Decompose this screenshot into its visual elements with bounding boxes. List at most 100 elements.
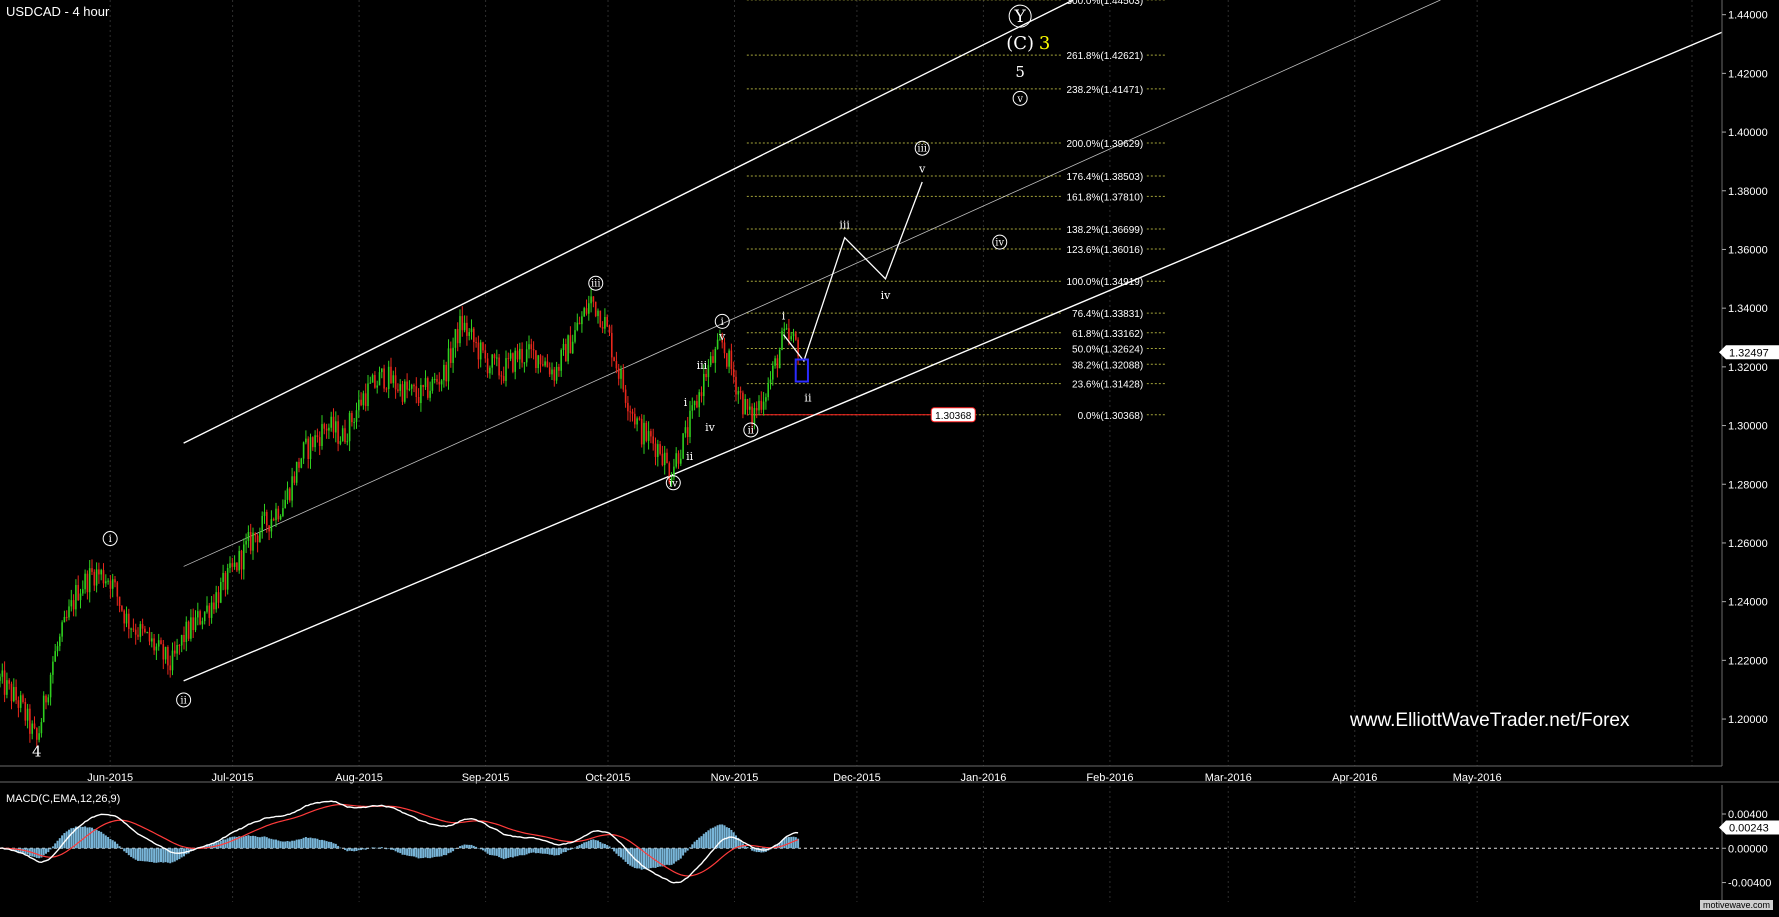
candle-body: [415, 386, 418, 397]
fib-label: 176.4%(1.38503): [1066, 172, 1143, 183]
fib-label-bg: [1061, 82, 1146, 95]
candle-body: [197, 611, 199, 618]
wave-label: iv: [881, 289, 892, 302]
wave-label-circle: [1008, 4, 1032, 28]
candle-body: [305, 438, 307, 443]
wave-label: 4: [32, 743, 42, 761]
candle-body: [475, 342, 477, 344]
candle-body: [47, 697, 50, 703]
candle-body: [525, 349, 528, 363]
candle-body: [362, 393, 365, 406]
candle-body: [316, 435, 319, 438]
candle-body: [236, 562, 238, 571]
candle-body: [240, 550, 243, 570]
channel-line: [183, 0, 1074, 444]
candle-body: [484, 350, 487, 359]
candle-body: [300, 458, 303, 468]
candle-body: [493, 354, 496, 359]
candle-body: [468, 332, 470, 336]
candle-body: [233, 562, 236, 567]
candle-body: [56, 646, 59, 652]
candle-body: [532, 349, 535, 351]
candle-body: [657, 444, 659, 457]
wave-label-circle: [1012, 90, 1028, 106]
candle-body: [491, 354, 493, 368]
candle-body: [788, 328, 790, 340]
candle-body: [344, 428, 346, 443]
wave-label-circle: [588, 275, 604, 291]
candle-body: [213, 602, 215, 610]
candle-body: [719, 339, 721, 341]
candle-body: [417, 396, 420, 404]
wave-label-circle: [743, 422, 759, 438]
y-tick-label: 1.28000: [1728, 479, 1768, 491]
x-tick-label: Apr-2016: [1332, 772, 1377, 784]
wave-label-circle: [176, 692, 192, 708]
candle-body: [698, 392, 700, 408]
candle-body: [84, 573, 86, 590]
wave-label: i: [721, 317, 724, 328]
candle-body: [169, 665, 171, 671]
candle-body: [45, 695, 47, 703]
candle-body: [107, 580, 109, 582]
macd-panel: 0.00400 0.00000 -0.00400 0.00243: [0, 800, 1779, 890]
candle-body: [328, 427, 330, 431]
candle-body: [24, 701, 27, 721]
candle-body: [447, 348, 450, 382]
candle-body: [728, 350, 730, 367]
candle-body: [312, 437, 314, 448]
candle-body: [408, 388, 411, 390]
wave-label: 5: [1015, 63, 1025, 81]
candle-body: [40, 722, 43, 734]
candle-body: [341, 428, 344, 442]
price-candles: [0, 288, 799, 747]
candle-body: [289, 488, 291, 501]
fib-label: 61.8%(1.33162): [1072, 329, 1143, 340]
last-price-marker: [1719, 345, 1779, 360]
fib-label-bg: [1061, 326, 1146, 339]
candle-body: [374, 375, 376, 388]
candle-body: [348, 413, 351, 442]
candle-body: [358, 399, 360, 411]
candle-body: [443, 364, 445, 381]
channel-line: [183, 0, 1441, 567]
candle-body: [762, 401, 765, 410]
macd-line: [0, 800, 799, 884]
candle-body: [730, 350, 733, 370]
wave-label: ii: [686, 450, 694, 463]
wave-label: i: [782, 309, 786, 322]
candle-body: [502, 376, 505, 381]
x-tick-label: Oct-2015: [585, 772, 630, 784]
candle-body: [245, 540, 247, 545]
candle-body: [314, 435, 316, 448]
candle-body: [371, 375, 374, 383]
candle-body: [49, 674, 52, 698]
x-tick-label: Jan-2016: [960, 772, 1006, 784]
candle-body: [680, 458, 682, 464]
candle-body: [666, 452, 668, 464]
candle-body: [721, 339, 723, 343]
candle-body: [519, 348, 521, 360]
wave-label: v: [1016, 94, 1023, 105]
candle-body: [42, 695, 45, 723]
candle-body: [647, 431, 650, 441]
candle-body: [261, 515, 263, 533]
candle-body: [551, 369, 553, 375]
candle-body: [500, 375, 503, 377]
candle-body: [226, 568, 229, 590]
candle-body: [174, 650, 176, 654]
candle-body: [581, 316, 583, 325]
candle-body: [507, 358, 510, 360]
wave-label: Y: [1014, 7, 1027, 27]
candle-body: [496, 357, 498, 359]
candle-body: [410, 384, 413, 389]
candle-body: [171, 650, 174, 671]
candle-body: [537, 355, 539, 369]
candle-body: [321, 424, 323, 447]
candle-body: [774, 358, 776, 366]
candle-body: [59, 636, 61, 647]
candle-body: [433, 378, 436, 380]
candle-body: [190, 617, 192, 639]
candle-body: [378, 372, 381, 386]
wave-label: i: [109, 534, 112, 545]
